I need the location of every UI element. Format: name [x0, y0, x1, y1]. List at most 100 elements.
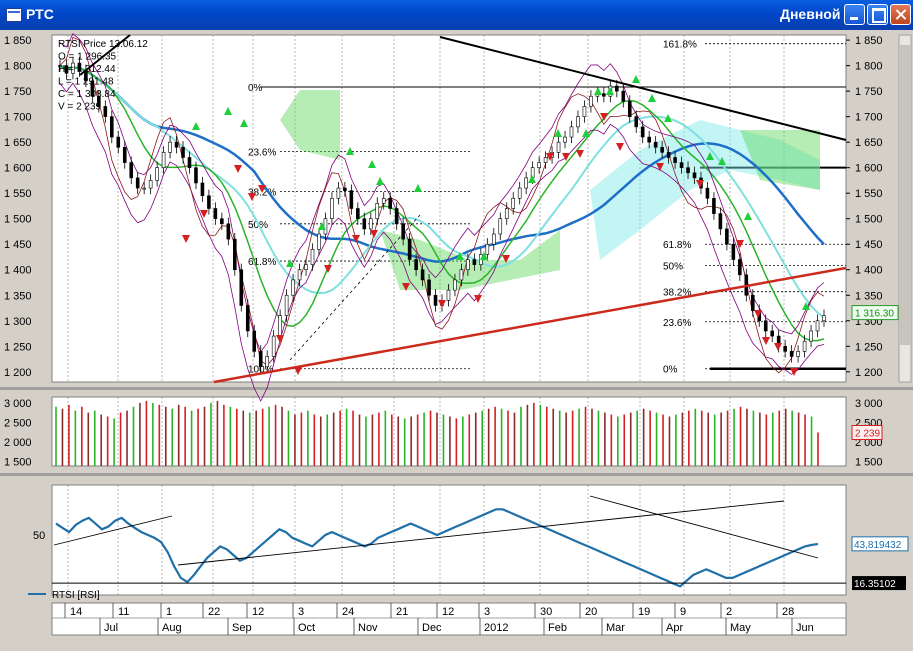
candle — [420, 269, 425, 281]
sell-signal-arrow — [258, 185, 266, 193]
y-tick-label-left: 1 700 — [4, 112, 32, 124]
rsi-trend-line — [589, 495, 819, 559]
lagging-span — [59, 36, 825, 374]
candle — [323, 218, 328, 235]
candle — [543, 157, 548, 163]
sell-signal-arrow — [562, 153, 570, 161]
fib-label-right: 23.6% — [663, 318, 691, 329]
close-button[interactable] — [890, 4, 911, 25]
sell-signal-arrow — [370, 230, 378, 238]
y-tick-label-left: 1 200 — [4, 367, 32, 379]
rsi-trend-line — [53, 515, 173, 546]
candle — [116, 136, 121, 148]
volume-tick-label-right: 1 500 — [855, 456, 883, 468]
minimize-button[interactable] — [844, 4, 865, 25]
panel-volume — [51, 396, 847, 467]
candle — [621, 90, 626, 102]
buy-signal-arrow — [192, 122, 200, 130]
candle — [459, 269, 464, 281]
fib-label-left: 23.6% — [248, 147, 276, 158]
candle — [407, 238, 412, 260]
candle — [718, 213, 723, 230]
scrollbar-thumb[interactable] — [900, 45, 910, 345]
candle — [278, 315, 282, 337]
candle — [64, 65, 69, 74]
candle — [233, 238, 237, 271]
candle — [258, 351, 263, 367]
candle — [103, 106, 108, 117]
chart-area[interactable]: 1 850 1 850 1 800 1 800 1 750 1 750 1 700 1 700… — [0, 30, 913, 651]
app-icon[interactable] — [6, 8, 22, 22]
x-month-label: Jun — [796, 622, 814, 634]
sell-signal-arrow — [774, 343, 782, 351]
buy-signal-arrow — [414, 184, 422, 192]
candle — [245, 305, 250, 332]
candle — [660, 146, 664, 153]
candle — [802, 340, 807, 352]
sell-signal-arrow — [616, 143, 624, 151]
candle — [789, 351, 794, 357]
buy-signal-arrow — [648, 94, 656, 102]
candle — [627, 101, 632, 117]
candle — [511, 197, 516, 209]
candle — [271, 335, 276, 357]
buy-signal-arrow — [582, 129, 590, 137]
trend-line-resistance — [439, 36, 847, 141]
sell-signal-arrow — [200, 210, 208, 218]
candle — [491, 233, 496, 245]
candle — [142, 187, 146, 190]
y-tick-label-right: 1 250 — [855, 341, 883, 353]
fib-label-right: 61.8% — [663, 240, 691, 251]
candle — [809, 330, 813, 342]
candle — [731, 243, 736, 260]
x-day-label: 12 — [252, 606, 264, 618]
candle — [135, 177, 140, 189]
sell-signal-arrow — [600, 113, 608, 121]
y-tick-label-right: 1 400 — [855, 265, 883, 277]
sell-signal-arrow — [762, 337, 770, 345]
candle — [71, 62, 75, 74]
x-month-label: May — [730, 622, 751, 634]
fib-label-right: 50% — [663, 262, 683, 273]
candle — [291, 279, 295, 296]
sell-signal-arrow — [324, 265, 332, 273]
candle — [576, 116, 580, 128]
x-day-label: 28 — [782, 606, 794, 618]
buy-signal-arrow — [240, 119, 248, 127]
candle — [673, 157, 677, 163]
rsi-trend-line — [177, 500, 785, 566]
candle — [77, 62, 82, 72]
candle — [770, 330, 775, 337]
candle — [168, 141, 172, 153]
candle — [129, 162, 134, 179]
candle — [537, 162, 541, 168]
y-tick-label-right: 1 350 — [855, 290, 883, 302]
y-tick-label-left: 1 650 — [4, 137, 32, 149]
trend-line-support — [213, 266, 847, 384]
sell-signal-arrow — [294, 367, 302, 375]
sell-signal-arrow — [234, 165, 242, 173]
panel-rsi — [51, 484, 847, 596]
volume-tick-label-left: 2 000 — [4, 437, 32, 449]
candle — [498, 218, 503, 235]
candle — [763, 320, 768, 332]
rsi-value-box — [851, 536, 909, 552]
candle — [433, 294, 438, 306]
candle — [181, 146, 185, 158]
candle — [368, 218, 373, 230]
title-bar[interactable]: РТС Дневной — [0, 0, 913, 30]
candle — [692, 172, 697, 179]
buy-signal-arrow — [594, 87, 602, 95]
candle — [187, 157, 192, 168]
x-day-label: 24 — [342, 606, 354, 618]
legend-label: RTSI [RSI] — [52, 590, 100, 601]
maximize-button[interactable] — [867, 4, 888, 25]
x-axis-panel — [51, 602, 847, 636]
sell-signal-arrow — [182, 235, 190, 243]
candle — [388, 197, 393, 209]
sell-signal-arrow — [438, 300, 446, 308]
x-month-label: Dec — [422, 622, 442, 634]
moving-average-long — [59, 64, 825, 263]
candle — [304, 264, 308, 271]
candle — [647, 136, 651, 143]
